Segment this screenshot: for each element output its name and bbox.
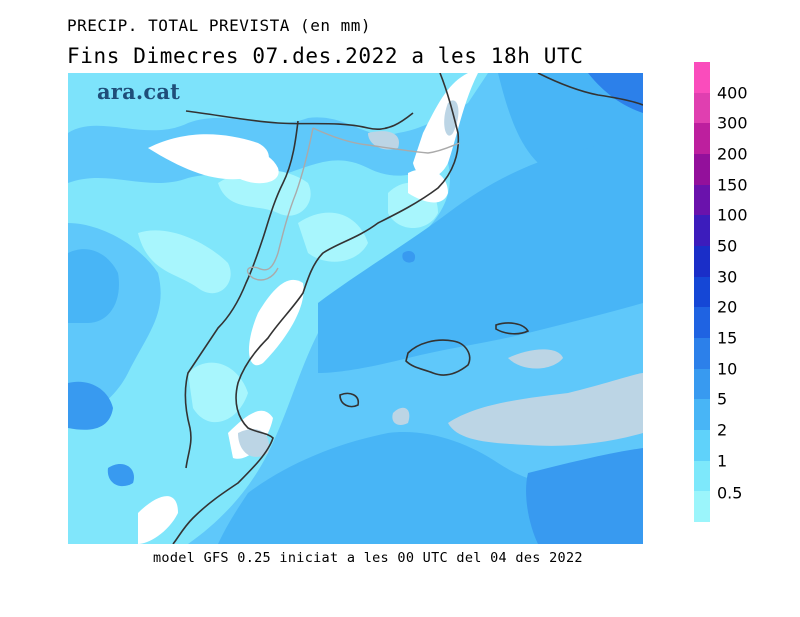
blue-field-se [526, 448, 643, 544]
legend-threshold-label: 0.5 [717, 483, 743, 503]
blue-field-nw [68, 249, 119, 323]
legend-swatch [694, 460, 710, 492]
catalonia-border-west [246, 127, 314, 281]
legend-threshold-label: 2 [717, 420, 728, 440]
legend-threshold-label: 1 [717, 451, 728, 471]
legend-threshold-label: 300 [717, 113, 748, 133]
grey-patch-5 [508, 349, 563, 369]
menorca-outline [495, 322, 530, 335]
catalonia-border-north [312, 127, 461, 154]
chart-title: PRECIP. TOTAL PREVISTA (en mm) [67, 16, 371, 35]
spain-inland-border [184, 120, 299, 469]
legend-swatch [694, 430, 710, 461]
dry-patch-2 [218, 148, 279, 184]
legend-swatch [694, 92, 710, 124]
eivissa-outline [339, 392, 360, 408]
legend-threshold-label: 50 [717, 236, 738, 256]
legend-swatch [694, 307, 710, 338]
legend-swatch [694, 62, 710, 93]
chart-subtitle: Fins Dimecres 07.des.2022 a les 18h UTC [67, 44, 584, 68]
brand-logo: ara.cat [97, 79, 181, 104]
model-caption: model GFS 0.25 iniciat a les 00 UTC del … [153, 550, 583, 566]
grey-patch-4 [448, 373, 643, 446]
legend-swatch [694, 491, 710, 522]
blue-field-sea-1 [318, 133, 643, 373]
legend-threshold-label: 100 [717, 205, 748, 225]
grey-patch-6 [392, 407, 410, 425]
legend-swatch [694, 184, 710, 216]
pale-field-3 [298, 212, 368, 262]
legend-swatch [694, 276, 710, 308]
dry-patch-4 [408, 169, 448, 203]
france-ne-coast [537, 73, 643, 106]
blue-field-ne [498, 73, 643, 163]
legend-threshold-label: 400 [717, 83, 748, 103]
blue-field-ne-strong [588, 73, 643, 113]
legend-threshold-label: 5 [717, 389, 728, 409]
color-legend [694, 62, 710, 522]
legend-swatch [694, 154, 710, 185]
legend-threshold-label: 200 [717, 144, 748, 164]
mallorca-outline [405, 339, 471, 376]
legend-threshold-label: 15 [717, 328, 738, 348]
admin-borders [246, 127, 461, 281]
france-coast [185, 110, 414, 130]
map-svg [68, 73, 643, 544]
legend-swatch [694, 338, 710, 369]
legend-swatch [694, 123, 710, 154]
pale-field-1 [218, 169, 311, 216]
grey-patch-2 [368, 131, 399, 150]
coastline [172, 73, 643, 544]
legend-swatch [694, 368, 710, 400]
blue-spot-1 [402, 250, 416, 263]
legend-threshold-label: 150 [717, 175, 748, 195]
legend-swatch [694, 246, 710, 277]
legend-swatch [694, 399, 710, 430]
legend-threshold-label: 30 [717, 267, 738, 287]
legend-threshold-label: 10 [717, 359, 738, 379]
blue-spot-2 [107, 463, 134, 487]
grey-patch-1 [444, 100, 459, 136]
grey-patch-3 [238, 429, 269, 457]
cyan-field-west [68, 73, 488, 136]
precipitation-map [68, 73, 643, 544]
blue-field-w [68, 381, 113, 430]
pale-field-5 [188, 362, 248, 423]
iberian-coast [172, 73, 460, 544]
pale-field-2 [138, 230, 231, 294]
dry-patch-7 [138, 496, 178, 544]
legend-swatch [694, 215, 710, 246]
legend-threshold-label: 20 [717, 297, 738, 317]
